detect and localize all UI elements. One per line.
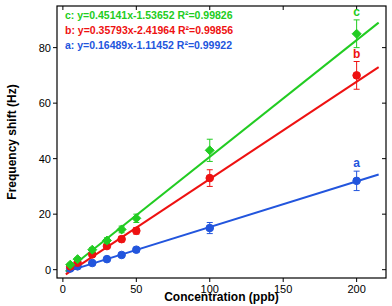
point	[352, 29, 361, 38]
y-tick-right	[382, 47, 386, 48]
point	[206, 224, 214, 232]
fit-line	[66, 174, 379, 271]
error-cap	[354, 19, 360, 20]
y-axis-title: Frequency shift (Hz)	[5, 84, 19, 199]
point	[66, 260, 75, 269]
x-tick	[209, 278, 210, 282]
plot-area	[66, 20, 379, 275]
point	[205, 146, 214, 155]
error-cap	[354, 171, 360, 172]
error-cap	[207, 233, 213, 234]
labels: a b c c: y=0.45141x-1.53652 R²=0.99826 b: y=…	[65, 5, 360, 170]
annotation: a: y=0.16489x-1.11452 R²=0.99922	[65, 39, 232, 51]
x-axis-title: Concentration (ppb)	[164, 290, 279, 304]
point	[102, 236, 111, 245]
x-tick	[136, 278, 137, 282]
x-tick-top	[283, 6, 284, 10]
point	[133, 227, 141, 235]
point	[353, 177, 361, 185]
y-tick	[53, 269, 57, 270]
series-label: b	[353, 47, 360, 61]
y-tick	[53, 158, 57, 159]
x-tick-label: 200	[347, 283, 365, 295]
error-cap	[207, 186, 213, 187]
y-tick	[53, 214, 57, 215]
y-tick-label: 20	[39, 208, 51, 220]
error-cap	[354, 190, 360, 191]
error-bar	[207, 222, 213, 233]
y-tick-label: 60	[39, 97, 51, 109]
error-bar	[207, 170, 213, 187]
y-tick-label: 0	[45, 264, 51, 276]
x-tick	[62, 278, 63, 282]
plot-frame	[57, 6, 386, 278]
error-cap	[207, 161, 213, 162]
error-cap	[354, 89, 360, 90]
x-tick-label: 50	[130, 283, 142, 295]
fit-line	[66, 23, 379, 272]
y-tick-right	[382, 269, 386, 270]
error-bar	[354, 62, 360, 90]
y-tick-right	[382, 103, 386, 104]
error-cap	[207, 169, 213, 170]
y-tick-label: 80	[39, 42, 51, 54]
annotation: b: y=0.35793x-2.41964 R²=0.99856	[65, 24, 233, 36]
fit-line	[66, 67, 379, 274]
series-label: c	[353, 5, 360, 19]
y-tick	[53, 103, 57, 104]
point	[133, 246, 141, 254]
y-tick-right	[382, 214, 386, 215]
point	[117, 225, 126, 234]
y-tick	[53, 47, 57, 48]
error-cap	[207, 222, 213, 223]
point	[88, 245, 97, 254]
point	[118, 251, 126, 259]
x-tick-top	[62, 6, 63, 10]
error-bar	[133, 227, 139, 234]
y-tick-right	[382, 158, 386, 159]
series-label: a	[353, 156, 360, 170]
error-cap	[354, 61, 360, 62]
point	[353, 72, 361, 80]
point	[103, 255, 111, 263]
chart: 050100150200020406080Concentration (ppb)…	[0, 0, 392, 306]
point	[73, 255, 82, 264]
error-cap	[207, 139, 213, 140]
x-tick	[283, 278, 284, 282]
y-tick-label: 40	[39, 153, 51, 165]
point	[132, 214, 141, 223]
x-tick	[356, 278, 357, 282]
annotation: c: y=0.45141x-1.53652 R²=0.99826	[65, 9, 233, 21]
point	[206, 174, 214, 182]
point	[88, 259, 96, 267]
x-tick-label: 0	[60, 283, 66, 295]
point	[118, 235, 126, 243]
error-bar	[354, 171, 360, 190]
